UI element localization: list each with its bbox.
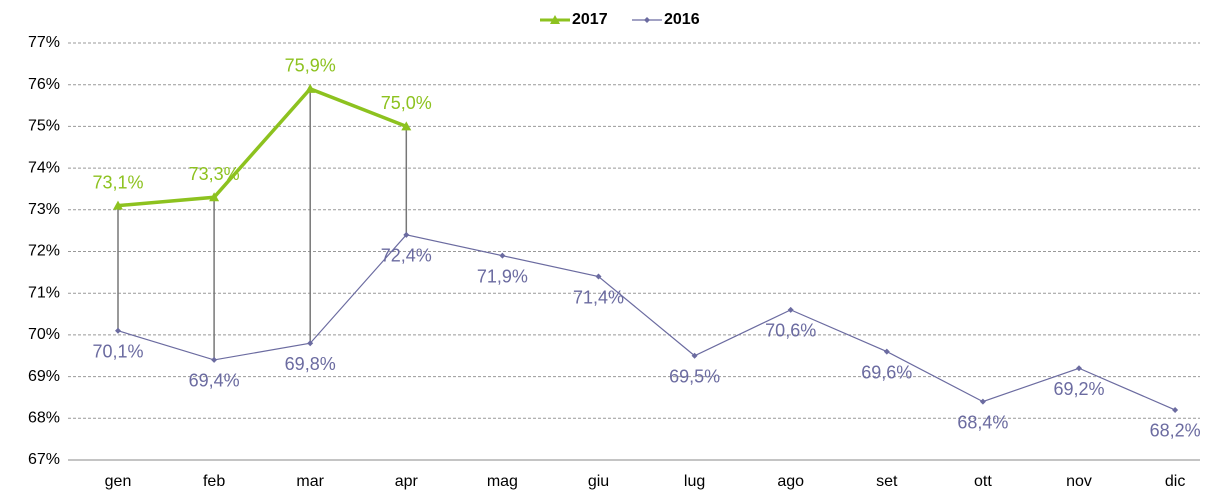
marker <box>403 231 410 238</box>
data-label: 71,9% <box>477 266 528 286</box>
marker <box>211 356 218 363</box>
legend-marker <box>550 15 560 24</box>
x-tick-label: lug <box>684 473 705 490</box>
data-label: 72,4% <box>381 246 432 266</box>
data-label: 69,4% <box>189 371 240 391</box>
y-tick-label: 77% <box>28 34 60 51</box>
data-label: 73,1% <box>92 172 143 192</box>
data-label: 75,9% <box>285 56 336 76</box>
x-tick-label: ago <box>777 473 804 490</box>
data-label: 68,2% <box>1150 421 1201 441</box>
series-line <box>117 234 1176 411</box>
marker <box>113 200 123 210</box>
data-label: 70,1% <box>92 341 143 361</box>
marker <box>883 348 890 355</box>
y-tick-label: 68% <box>28 410 60 427</box>
data-label: 69,5% <box>669 367 720 387</box>
marker <box>305 83 316 93</box>
x-tick-label: feb <box>203 473 225 490</box>
marker <box>499 252 506 259</box>
x-tick-label: giu <box>588 473 609 490</box>
data-label: 69,6% <box>861 362 912 382</box>
x-tick-label: ott <box>974 473 992 490</box>
data-label: 69,2% <box>1053 379 1104 399</box>
marker <box>595 273 602 280</box>
x-tick-label: nov <box>1066 473 1092 490</box>
marker <box>307 340 314 347</box>
y-tick-label: 75% <box>28 118 60 135</box>
y-tick-label: 69% <box>28 368 60 385</box>
marker <box>979 398 986 405</box>
y-tick-label: 74% <box>28 159 60 176</box>
y-tick-label: 67% <box>28 451 60 468</box>
marker <box>1172 406 1179 413</box>
marker <box>1076 365 1082 372</box>
marker <box>787 306 794 313</box>
x-tick-label: set <box>876 473 898 490</box>
series-line <box>117 86 407 208</box>
y-tick-label: 71% <box>28 284 60 301</box>
y-tick-label: 70% <box>28 326 60 343</box>
data-label: 71,4% <box>573 287 624 307</box>
data-label: 69,8% <box>285 354 336 374</box>
marker <box>209 192 220 202</box>
y-tick-label: 72% <box>28 243 60 260</box>
marker <box>115 327 121 334</box>
x-tick-label: mar <box>296 473 324 490</box>
x-tick-label: apr <box>395 473 419 490</box>
marker <box>401 121 412 131</box>
y-tick-label: 76% <box>28 76 60 93</box>
x-tick-label: gen <box>105 473 132 490</box>
x-tick-label: mag <box>487 473 518 490</box>
legend-label: 2017 <box>572 11 608 28</box>
legend-label: 2016 <box>664 11 700 28</box>
x-tick-label: dic <box>1165 473 1185 490</box>
y-tick-label: 73% <box>28 201 60 218</box>
marker <box>691 352 698 359</box>
data-label: 73,3% <box>189 164 240 184</box>
legend-marker <box>644 17 650 23</box>
data-label: 68,4% <box>957 412 1008 432</box>
data-label: 75,0% <box>381 93 432 113</box>
data-label: 70,6% <box>765 321 816 341</box>
